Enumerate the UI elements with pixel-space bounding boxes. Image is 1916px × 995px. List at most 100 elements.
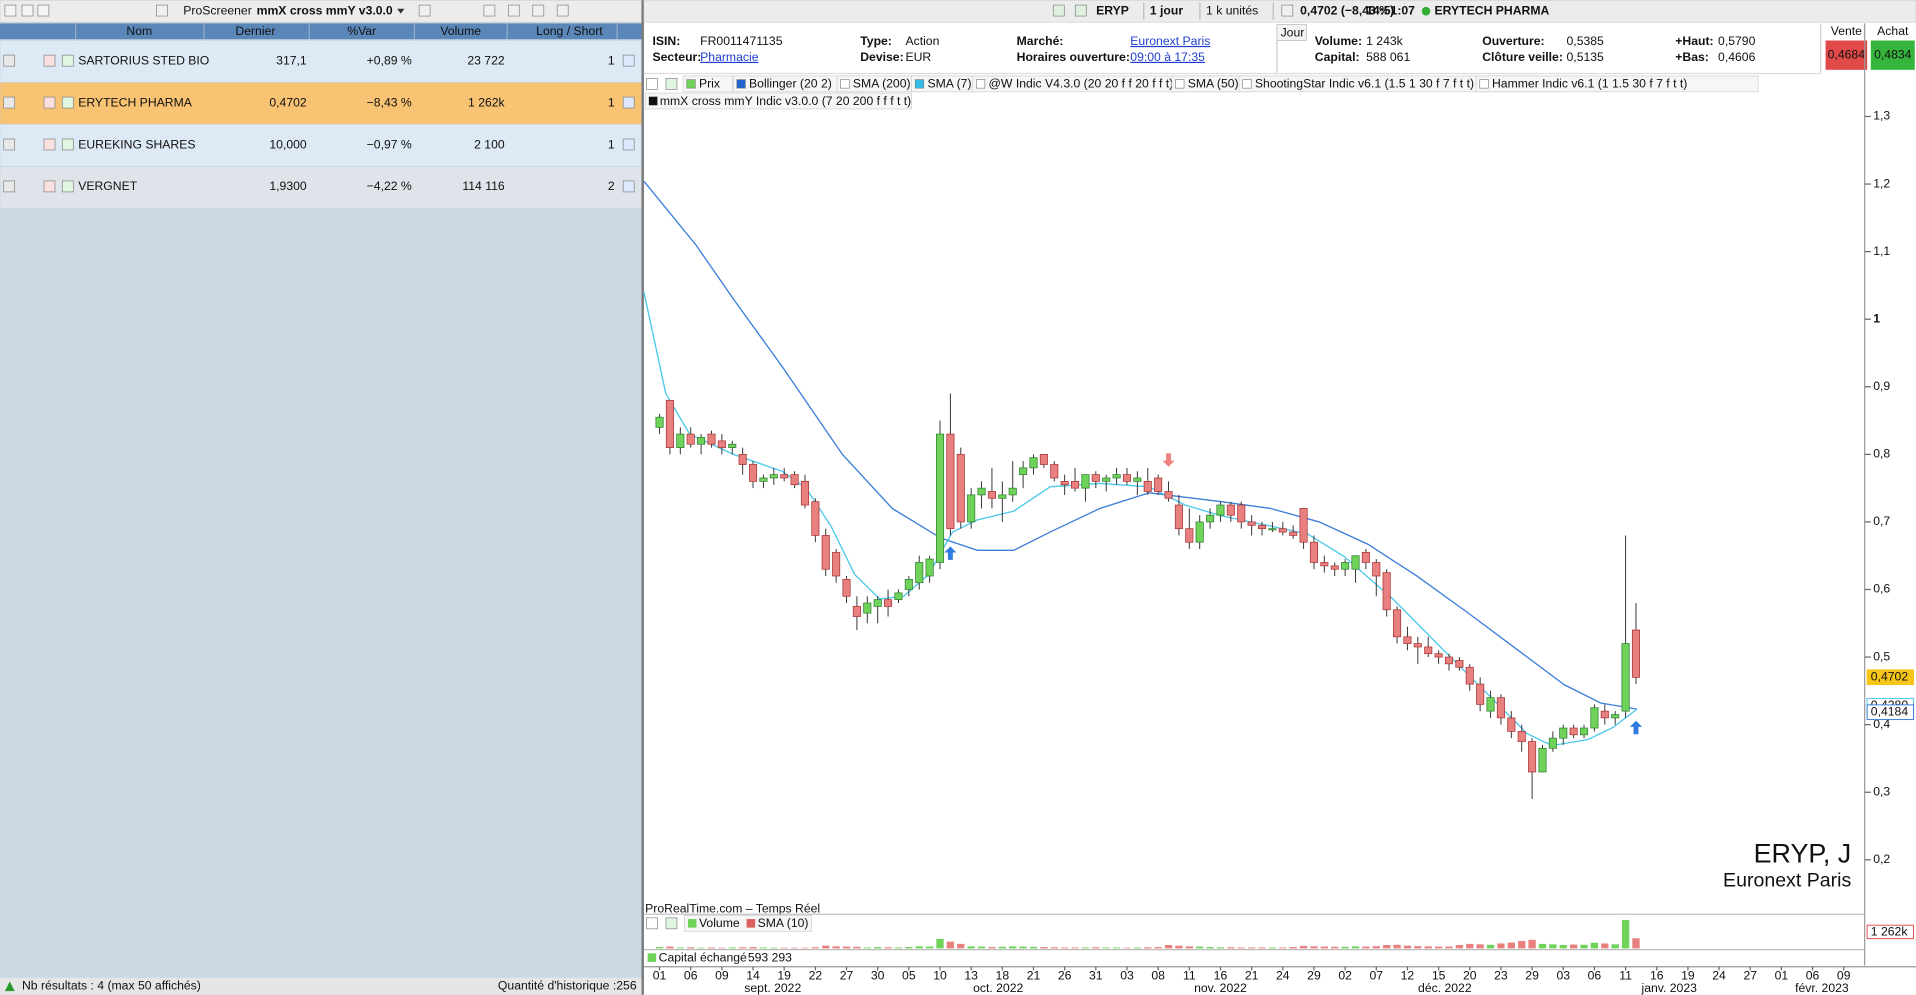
screener-cell[interactable]: 2 xyxy=(608,179,615,193)
info-value[interactable]: 09:00 à 17:35 xyxy=(1130,50,1205,64)
legend-item[interactable] xyxy=(1475,75,1759,93)
screener-cell[interactable]: 0,4702 xyxy=(269,95,307,109)
legend-item[interactable] xyxy=(644,92,912,110)
icon[interactable] xyxy=(622,180,635,193)
icon[interactable] xyxy=(43,138,56,151)
icon[interactable] xyxy=(622,138,635,151)
screener-cell[interactable]: EUREKING SHARES xyxy=(78,137,195,151)
x-tick-label: 21 xyxy=(1245,969,1259,983)
icon[interactable] xyxy=(43,54,56,67)
volume-bar xyxy=(1133,947,1142,949)
screener-cell[interactable]: 1 262k xyxy=(468,95,506,109)
volume-bar xyxy=(1102,947,1110,949)
sell-box[interactable] xyxy=(1825,40,1868,70)
icon[interactable] xyxy=(61,54,74,67)
screener-cell[interactable]: +0,89 % xyxy=(367,53,412,67)
icon[interactable] xyxy=(483,4,496,17)
units[interactable]: 1 k unités xyxy=(1206,3,1258,17)
icon[interactable] xyxy=(1074,4,1087,17)
volume-bar xyxy=(1320,946,1329,949)
screener-cell[interactable]: 23 722 xyxy=(467,53,505,67)
column-header[interactable]: Nom xyxy=(126,24,152,38)
buy-box[interactable] xyxy=(1870,40,1915,70)
icon[interactable] xyxy=(556,4,569,17)
screener-cell[interactable]: 10,000 xyxy=(269,137,307,151)
icon[interactable] xyxy=(622,96,635,109)
legend-swatch xyxy=(1242,79,1252,89)
info-value[interactable]: Pharmacie xyxy=(700,50,759,64)
symbol[interactable]: ERYP xyxy=(1096,3,1129,17)
info-value: EUR xyxy=(905,50,931,64)
candle-body xyxy=(1372,562,1381,577)
screener-cell[interactable]: 2 100 xyxy=(474,137,505,151)
screener-cell[interactable]: 1 xyxy=(608,137,615,151)
icon[interactable] xyxy=(1281,4,1294,17)
info-value: 0,5385 xyxy=(1567,34,1605,48)
screener-cell[interactable]: SARTORIUS STED BIO xyxy=(78,53,209,67)
screener-name[interactable]: mmX cross mmY v3.0.0 xyxy=(257,3,393,17)
icon[interactable] xyxy=(61,180,74,193)
icon[interactable] xyxy=(665,78,678,90)
screener-cell[interactable]: −8,43 % xyxy=(367,95,412,109)
icon[interactable] xyxy=(37,4,50,17)
buy-price: 0,4834 xyxy=(1874,47,1912,61)
screener-cell[interactable]: 317,1 xyxy=(276,53,307,67)
x-tick-label: 10 xyxy=(933,969,947,983)
icon[interactable] xyxy=(43,96,56,109)
icon[interactable] xyxy=(61,138,74,151)
candle-body xyxy=(1174,504,1183,530)
screener-cell[interactable]: VERGNET xyxy=(78,179,138,193)
column-header[interactable]: Volume xyxy=(440,24,481,38)
screener-cell[interactable]: −4,22 % xyxy=(367,179,412,193)
x-tick-label: 27 xyxy=(1743,969,1757,983)
screener-cell[interactable]: 1,9300 xyxy=(269,179,307,193)
icon[interactable] xyxy=(507,4,520,17)
column-header[interactable]: Long / Short xyxy=(536,24,603,38)
volume-bar xyxy=(853,946,861,949)
icon[interactable] xyxy=(532,4,545,17)
column-header[interactable]: Dernier xyxy=(235,24,275,38)
icon[interactable] xyxy=(1052,4,1065,17)
icon[interactable] xyxy=(61,96,74,109)
screener-cell[interactable]: −0,97 % xyxy=(367,137,412,151)
info-label: ISIN: xyxy=(653,34,681,48)
screener-row[interactable] xyxy=(0,82,642,125)
screener-cell[interactable]: 1 xyxy=(608,95,615,109)
icon[interactable] xyxy=(3,180,16,193)
column-header[interactable]: %Var xyxy=(347,24,376,38)
volume-bar xyxy=(1331,946,1339,949)
volume-bar xyxy=(1081,947,1090,949)
screener-cell[interactable]: 114 116 xyxy=(462,179,505,193)
dropdown-caret[interactable] xyxy=(397,8,405,14)
screener-row[interactable] xyxy=(0,165,642,209)
legend-label: @W Indic V4.3.0 (20 20 f f 20 f f t) xyxy=(989,77,1174,91)
info-value[interactable]: Euronext Paris xyxy=(1130,34,1210,48)
icon[interactable] xyxy=(665,917,678,930)
candle-body xyxy=(915,562,924,584)
icon[interactable] xyxy=(3,138,16,151)
candle-body xyxy=(1486,697,1495,712)
candle-body xyxy=(1351,555,1360,570)
icon[interactable] xyxy=(156,4,168,17)
icon[interactable] xyxy=(4,4,17,17)
info-tab[interactable] xyxy=(1276,24,1307,41)
candle-body xyxy=(1154,477,1163,492)
icon[interactable] xyxy=(646,78,658,90)
candle-body xyxy=(1039,453,1048,465)
icon[interactable] xyxy=(646,917,658,930)
x-tick-label: 18 xyxy=(996,969,1010,983)
icon[interactable] xyxy=(43,180,56,193)
candle-body xyxy=(1444,656,1454,665)
screener-cell[interactable]: ERYTECH PHARMA xyxy=(78,95,193,109)
icon[interactable] xyxy=(3,54,16,67)
icon[interactable] xyxy=(622,54,635,67)
icon[interactable] xyxy=(21,4,34,17)
period[interactable]: 1 jour xyxy=(1150,3,1183,17)
candle-body xyxy=(1538,747,1547,773)
x-tick-label: 16 xyxy=(1650,969,1664,983)
icon[interactable] xyxy=(418,4,431,17)
screener-cell[interactable]: 1 xyxy=(608,53,615,67)
candle-body xyxy=(1341,562,1350,570)
x-tick-label: 01 xyxy=(1775,969,1789,983)
icon[interactable] xyxy=(3,96,16,109)
